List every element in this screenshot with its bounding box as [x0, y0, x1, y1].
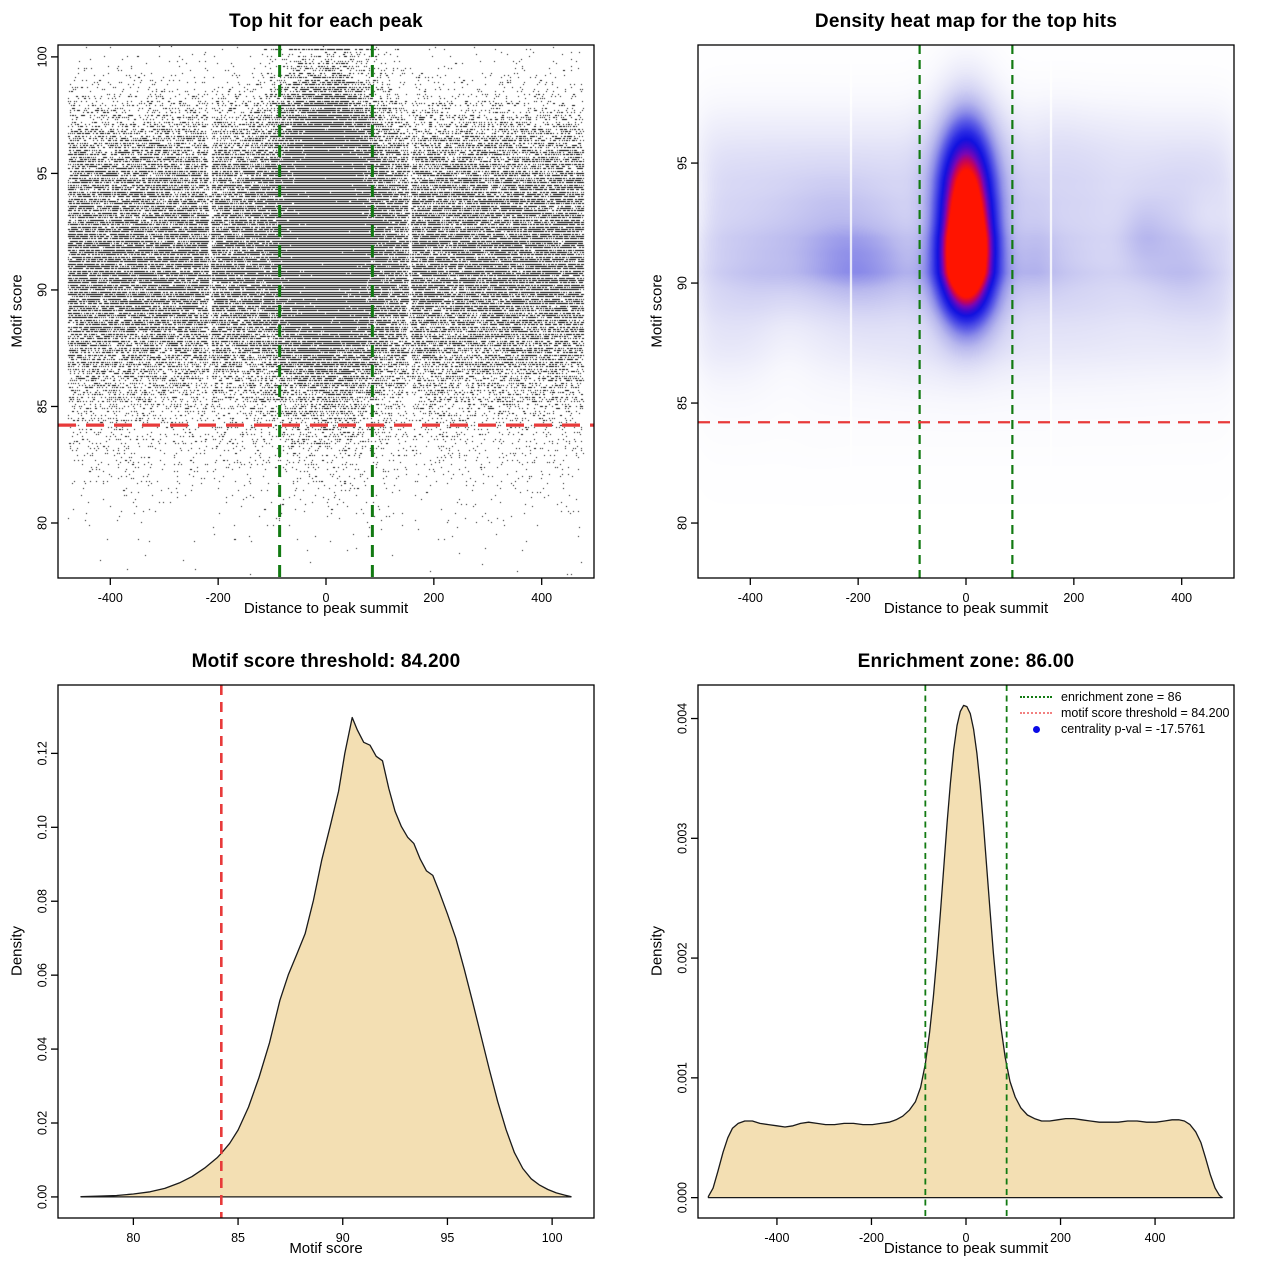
heatmap-canvas: [699, 46, 1233, 577]
svg-text:200: 200: [1063, 591, 1084, 605]
legend-label: centrality p-val = -17.5761: [1061, 722, 1206, 736]
svg-text:-200: -200: [206, 591, 231, 605]
svg-text:95: 95: [440, 1231, 454, 1245]
svg-text:85: 85: [231, 1231, 245, 1245]
panel-motif-score-density: 80 85 90 95 100 0.00 0.02 0.04 0.06 0.08 0.10 0.12 …: [0, 640, 640, 1280]
scatter-points-canvas: [59, 46, 593, 577]
svg-text:90: 90: [35, 283, 49, 297]
svg-text:0: 0: [963, 591, 970, 605]
svg-text:-200: -200: [846, 591, 871, 605]
score-density-svg: 80 85 90 95 100 0.00 0.02 0.04 0.06 0.08 0.10 0.12: [35, 684, 595, 1245]
x-axis-label-scatter: Distance to peak summit: [243, 600, 409, 617]
svg-text:100: 100: [542, 1231, 563, 1245]
svg-text:85: 85: [675, 396, 689, 410]
blue-dot-icon: [1020, 725, 1052, 733]
chart-title-score-density: Motif score threshold: 84.200: [191, 651, 461, 672]
chart-title-heatmap: Density heat map for the top hits: [814, 11, 1118, 32]
svg-text:0.12: 0.12: [35, 741, 49, 765]
y-axis-label-score-density: Density: [8, 925, 26, 977]
svg-text:90: 90: [336, 1231, 350, 1245]
chart-title-distance-density: Enrichment zone: 86.00: [857, 651, 1075, 672]
svg-text:0.004: 0.004: [675, 703, 689, 734]
y-axis-label-distance-density: Density: [648, 925, 666, 977]
svg-text:0.06: 0.06: [35, 963, 49, 987]
svg-text:0.04: 0.04: [35, 1037, 49, 1061]
svg-text:0.00: 0.00: [35, 1185, 49, 1209]
svg-text:80: 80: [675, 516, 689, 530]
svg-text:0.000: 0.000: [675, 1182, 689, 1213]
svg-text:-400: -400: [738, 591, 763, 605]
svg-text:0.003: 0.003: [675, 823, 689, 854]
x-axis-label-heatmap: Distance to peak summit: [883, 600, 1049, 617]
scatter-axes-svg: -400 -200 0 200 400 80 85 90 95 100: [35, 44, 595, 605]
svg-text:0.10: 0.10: [35, 815, 49, 839]
svg-text:200: 200: [1050, 1231, 1071, 1245]
svg-text:200: 200: [423, 591, 444, 605]
svg-text:-400: -400: [98, 591, 123, 605]
panel-top-hit-scatter: -400 -200 0 200 400 80 85 90 95 100 Top hit for e…: [0, 0, 640, 640]
y-axis-label-heatmap: Motif score: [648, 274, 666, 348]
svg-text:0.08: 0.08: [35, 889, 49, 913]
legend: enrichment zone = 86 motif score thresho…: [1020, 689, 1230, 737]
svg-text:400: 400: [1145, 1231, 1166, 1245]
svg-text:80: 80: [126, 1231, 140, 1245]
svg-text:100: 100: [35, 46, 49, 67]
svg-text:0.002: 0.002: [675, 942, 689, 973]
legend-label: motif score threshold = 84.200: [1061, 706, 1230, 720]
green-dotted-line-icon: [1020, 696, 1052, 698]
distance-density-svg: -400 -200 0 200 400 0.000 0.001 0.002 0.003 0.004: [675, 684, 1235, 1245]
svg-text:95: 95: [35, 166, 49, 180]
y-axis-label-scatter: Motif score: [8, 274, 26, 348]
legend-label: enrichment zone = 86: [1061, 690, 1182, 704]
svg-text:85: 85: [35, 399, 49, 413]
svg-text:80: 80: [35, 516, 49, 530]
legend-item-centrality-pval: centrality p-val = -17.5761: [1020, 721, 1230, 737]
svg-text:-200: -200: [859, 1231, 884, 1245]
svg-text:0: 0: [963, 1231, 970, 1245]
x-axis-label-distance-density: Distance to peak summit: [883, 1240, 1049, 1257]
svg-text:0.001: 0.001: [675, 1062, 689, 1093]
red-dotted-line-icon: [1020, 712, 1052, 714]
x-axis-label-score-density: Motif score: [289, 1240, 363, 1257]
heatmap-axes-svg: -400 -200 0 200 400 80 85 90 95: [675, 44, 1235, 605]
svg-text:0.02: 0.02: [35, 1111, 49, 1135]
panel-summit-distance-density: -400 -200 0 200 400 0.000 0.001 0.002 0.003 0.004…: [640, 640, 1280, 1280]
svg-text:400: 400: [531, 591, 552, 605]
legend-item-motif-score-threshold: motif score threshold = 84.200: [1020, 705, 1230, 721]
svg-text:95: 95: [675, 156, 689, 170]
svg-text:0: 0: [323, 591, 330, 605]
svg-text:90: 90: [675, 276, 689, 290]
panel-density-heatmap: -400 -200 0 200 400 80 85 90 95 Density heat map…: [640, 0, 1280, 640]
svg-text:-400: -400: [764, 1231, 789, 1245]
svg-text:400: 400: [1171, 591, 1192, 605]
chart-title-scatter: Top hit for each peak: [229, 11, 423, 32]
legend-item-enrichment-zone: enrichment zone = 86: [1020, 689, 1230, 705]
